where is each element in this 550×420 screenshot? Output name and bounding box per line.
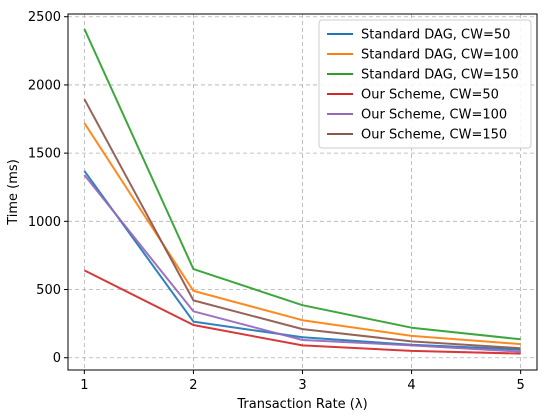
series-line-1 [83,170,521,351]
legend-box [318,19,532,149]
legend-entry: Standard DAG, CW=100 [361,48,519,63]
series-line-6 [83,98,521,350]
x-tick-label: 2 [189,378,197,393]
series-line-5 [83,174,521,353]
y-axis-label: Time (ms) [6,159,21,226]
grid [68,14,537,370]
y-tick-label: 1500 [28,147,61,162]
y-tick-label: 500 [36,283,61,298]
x-tick-label: 5 [516,378,524,393]
y-tick-label: 2500 [28,10,61,25]
series-lines [83,28,521,355]
y-tick-label: 0 [53,351,61,366]
legend-entry: Our Scheme, CW=150 [361,128,507,143]
y-tick-label: 1000 [28,215,61,230]
legend-entry: Our Scheme, CW=50 [361,88,499,103]
legend-entry: Standard DAG, CW=150 [361,68,519,83]
x-tick-label: 4 [407,378,415,393]
legend-entry: Standard DAG, CW=50 [361,28,510,43]
series-line-4 [83,269,521,355]
y-tick-label: 2000 [28,78,61,93]
axis-ticks: 1 2 3 4 5 0 500 1000 1500 2000 2500 [28,10,525,393]
series-line-3 [83,28,521,341]
x-tick-label: 3 [298,378,306,393]
legend-entry: Our Scheme, CW=100 [361,108,507,123]
legend: Standard DAG, CW=50 Standard DAG, CW=100 S… [318,19,532,149]
x-axis-label: Transaction Rate (λ) [236,397,367,412]
x-tick-label: 1 [80,378,88,393]
